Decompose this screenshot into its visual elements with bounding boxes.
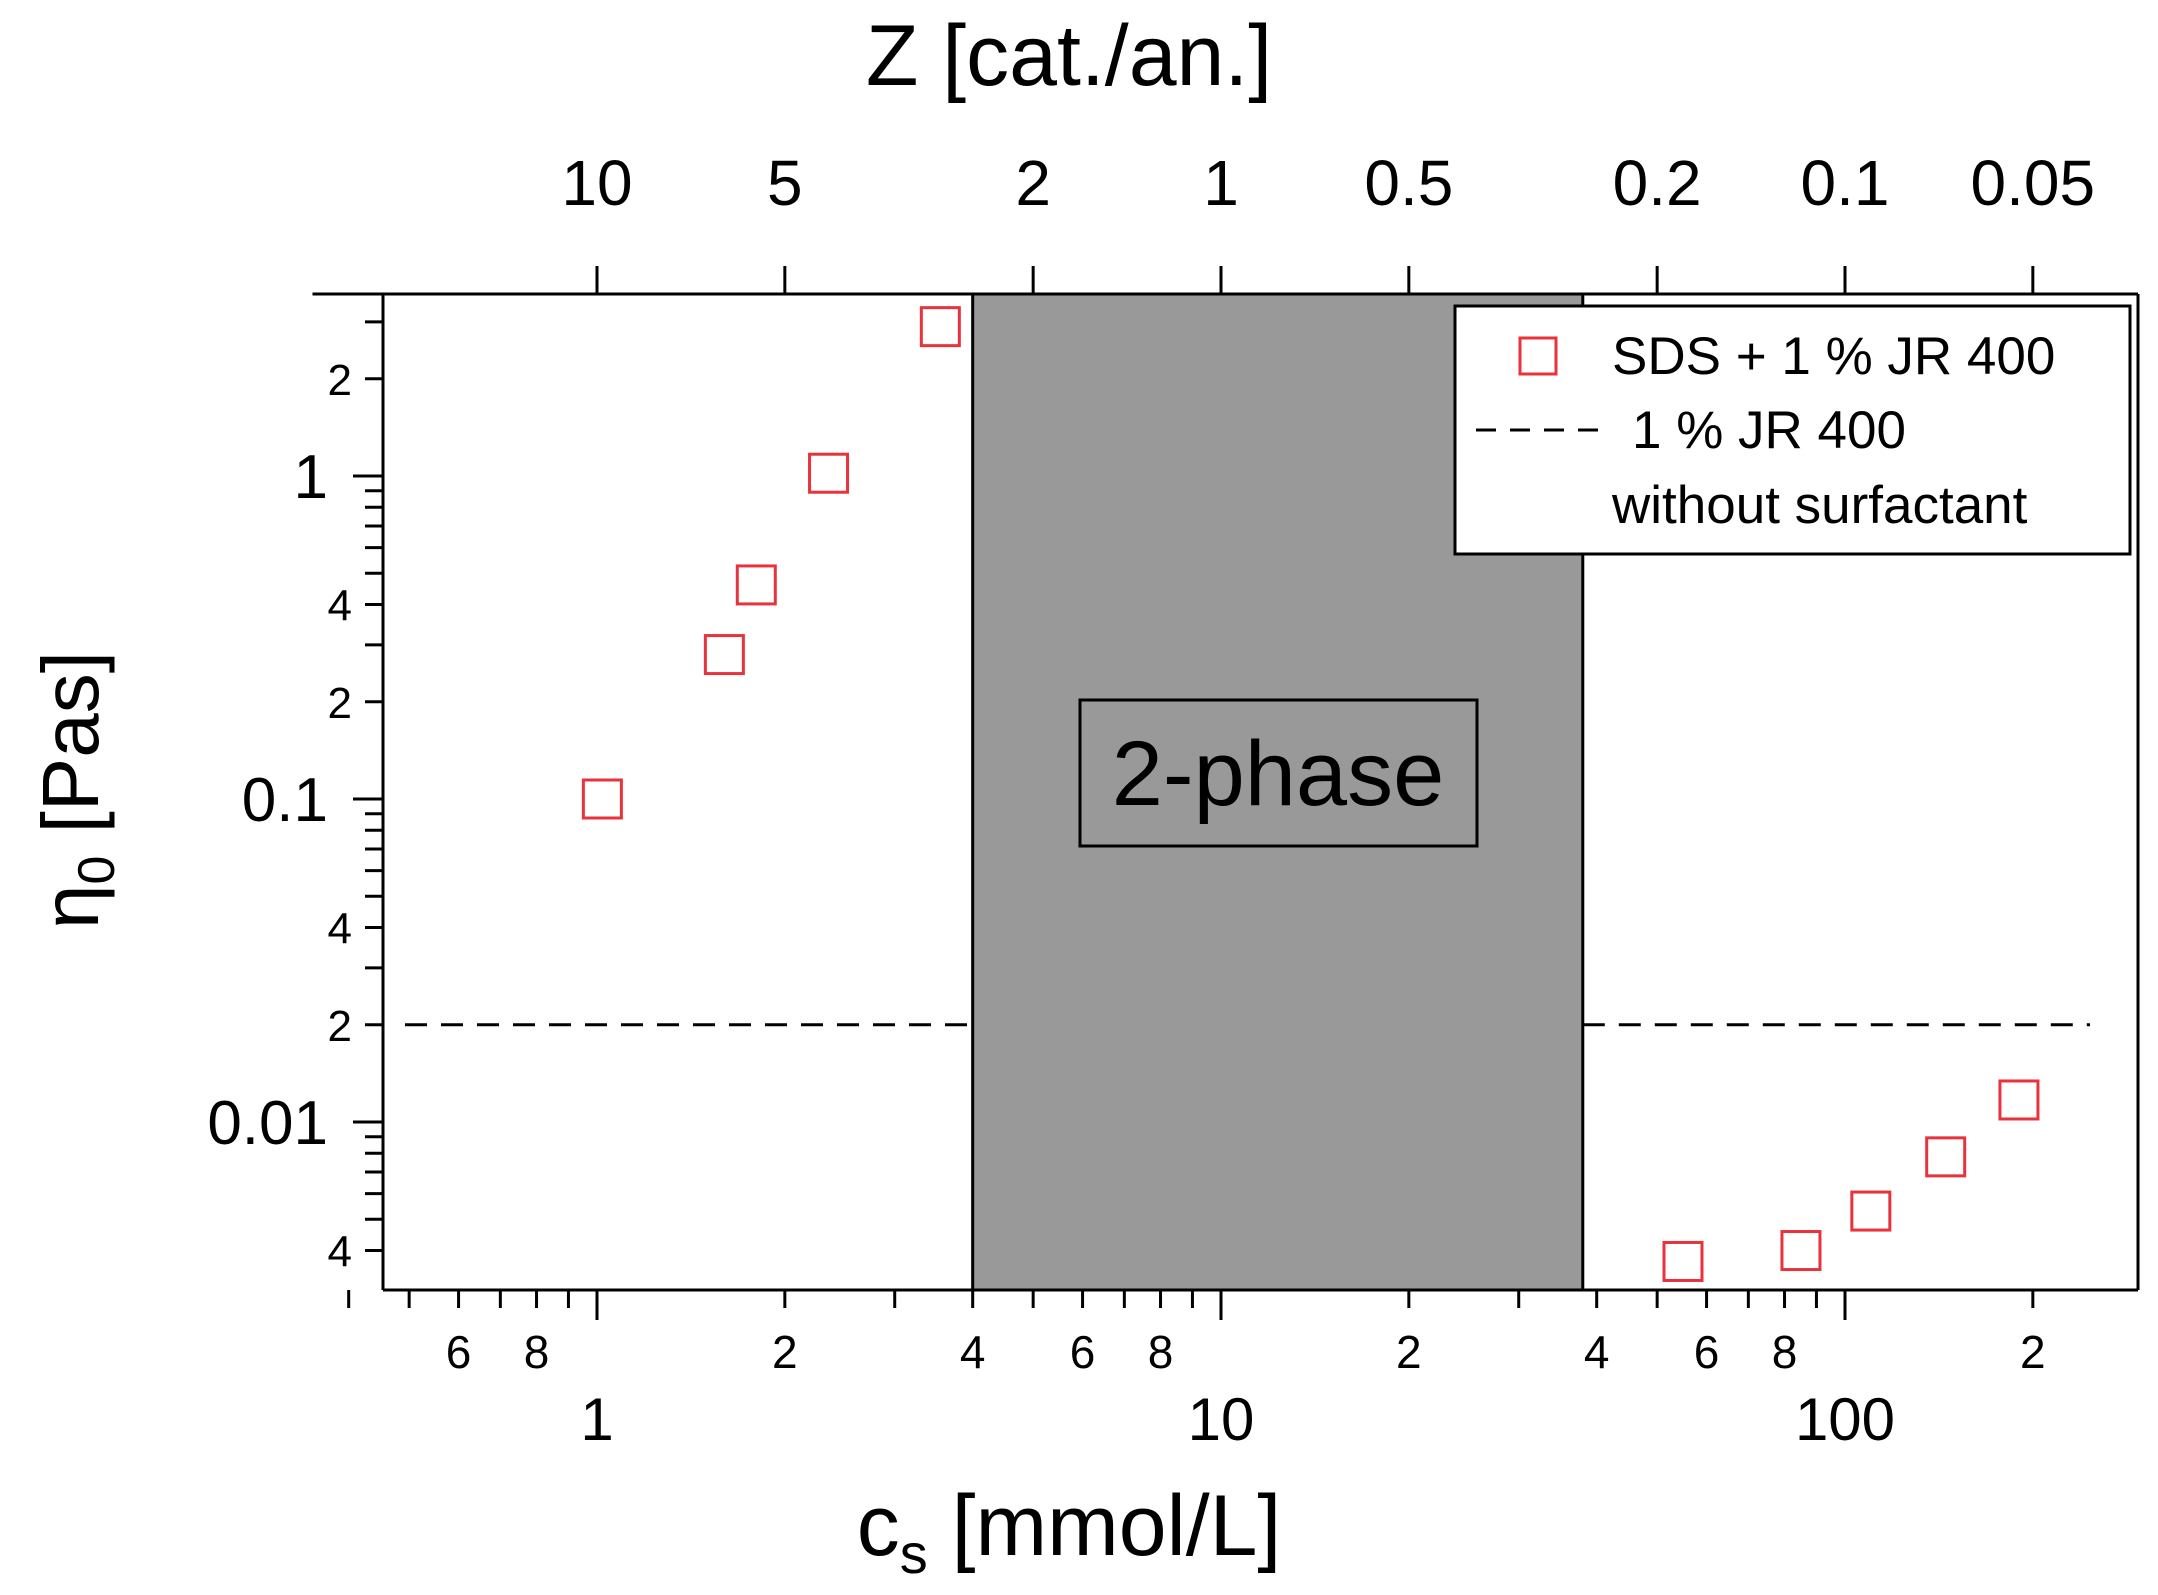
top-tick-label: 0.5: [1364, 147, 1453, 219]
two-phase-label-box: [1078, 698, 1479, 848]
y-minor-tick-label: 4: [328, 1228, 352, 1277]
x-major-tick-label: 10: [1188, 1386, 1255, 1453]
x-minor-tick-label: 8: [1148, 1326, 1174, 1378]
data-point: [1780, 1230, 1822, 1272]
x-minor-tick-label: 4: [960, 1326, 986, 1378]
legend-box: [1453, 304, 2132, 556]
data-point: [735, 564, 777, 606]
top-tick-label: 2: [1015, 147, 1051, 219]
y-minor-tick-label: 2: [328, 356, 352, 405]
x-minor-tick-label: 6: [1070, 1326, 1096, 1378]
x-minor-tick-label: 8: [1772, 1326, 1798, 1378]
data-point: [1925, 1136, 1967, 1178]
two-phase-label: 2-phase: [1112, 723, 1444, 825]
bottom-axis: 6 8 2 4 6 8 2 4 6 8 21 10 100: [347, 1290, 2046, 1453]
top-tick-label: 5: [767, 147, 803, 219]
legend-label-series: SDS + 1 % JR 400: [1612, 327, 2055, 386]
legend-marker-squares: [1518, 336, 1558, 376]
x-minor-tick-label: 4: [1584, 1326, 1610, 1378]
top-tick-label: 0.1: [1801, 147, 1890, 219]
top-axis: 10 5 2 1 0.5 0.2 0.1 0.05: [312, 147, 2138, 296]
x-minor-tick-label: 8: [524, 1326, 550, 1378]
y-major-tick-label: 1: [294, 443, 328, 512]
left-axis: 0.01 0.1 1 4 2 4 2 4 2: [207, 320, 383, 1277]
top-tick-label: 1: [1203, 147, 1239, 219]
y-major-tick-label: 0.1: [242, 766, 328, 835]
y-minor-tick-label: 2: [328, 679, 352, 728]
top-tick-label: 0.2: [1613, 147, 1702, 219]
data-point: [1998, 1079, 2040, 1121]
data-point: [1850, 1190, 1892, 1232]
y-minor-tick-label: 4: [328, 905, 352, 954]
data-point: [581, 778, 623, 820]
top-axis-title: Z [cat./an.]: [866, 8, 1272, 104]
data-point: [919, 306, 961, 348]
x-axis-title: cs [mmol/L]: [857, 1478, 1282, 1585]
y-axis-title: η0 [Pas]: [26, 651, 126, 929]
y-major-tick-label: 0.01: [207, 1089, 328, 1158]
x-minor-tick-label: 6: [1694, 1326, 1720, 1378]
x-minor-tick-label: 2: [772, 1326, 798, 1378]
y-minor-tick-label: 2: [328, 1002, 352, 1051]
data-point: [703, 634, 745, 676]
y-minor-tick-label: 4: [328, 582, 352, 631]
top-tick-label: 10: [561, 147, 632, 219]
top-tick-label: 0.05: [1971, 147, 2096, 219]
x-minor-tick-label: 6: [446, 1326, 472, 1378]
data-point: [808, 452, 850, 494]
legend-label-reference-line2: without surfactant: [1611, 476, 2028, 535]
x-minor-tick-label: 2: [2020, 1326, 2046, 1378]
legend-label-reference: 1 % JR 400: [1632, 401, 1906, 460]
data-marker-layer: [581, 306, 2040, 1282]
legend: SDS + 1 % JR 400 1 % JR 400 without surfac…: [1453, 304, 2132, 556]
x-minor-tick-label: 2: [1396, 1326, 1422, 1378]
x-major-tick-label: 100: [1795, 1386, 1895, 1453]
data-point: [1662, 1240, 1704, 1282]
x-major-tick-label: 1: [580, 1386, 613, 1453]
